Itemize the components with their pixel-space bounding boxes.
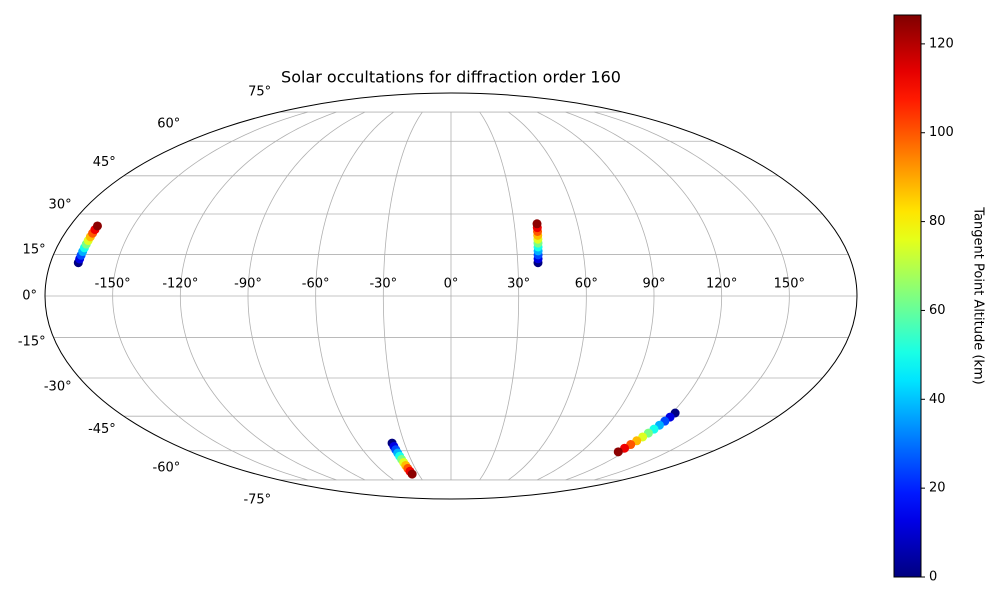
y-tick-label: 60° — [157, 117, 180, 132]
y-tick-label: -30° — [44, 380, 72, 395]
colorbar-tick-label: 0 — [929, 570, 937, 585]
y-tick-label: -15° — [18, 335, 46, 350]
grid-line — [382, 111, 423, 481]
grid-line — [508, 111, 587, 481]
map-boundary — [44, 92, 858, 500]
y-tick-label: 75° — [248, 84, 271, 99]
colorbar-tick-label: 120 — [929, 36, 954, 51]
y-tick-label: -60° — [153, 460, 181, 475]
grid-line — [179, 111, 337, 481]
y-tick-label: -45° — [88, 422, 116, 437]
colorbar-tick-label: 100 — [929, 125, 954, 140]
grid-line — [315, 111, 394, 481]
colorbar-tick-label: 20 — [929, 481, 946, 496]
x-tick-label: -60° — [302, 277, 330, 292]
x-tick-label: 30° — [507, 277, 530, 292]
y-tick-label: -75° — [243, 493, 271, 508]
colorbar-tick-label: 60 — [929, 303, 946, 318]
y-tick-label: 15° — [23, 242, 46, 257]
chart-title: Solar occultations for diffraction order… — [281, 68, 621, 87]
colorbar-tick-label: 80 — [929, 214, 946, 229]
colorbar-tick-label: 40 — [929, 392, 946, 407]
x-tick-label: 60° — [575, 277, 598, 292]
x-tick-label: -30° — [369, 277, 397, 292]
y-tick-label: 45° — [93, 155, 116, 170]
grid-line — [112, 111, 308, 481]
scatter-point — [92, 221, 102, 231]
x-tick-label: 150° — [774, 277, 805, 292]
x-tick-label: 90° — [642, 277, 665, 292]
y-tick-label: 0° — [22, 289, 37, 304]
scatter-point — [407, 469, 417, 479]
grid-line — [247, 111, 366, 481]
grid-line — [594, 111, 790, 481]
colorbar-label: Tangent Point Altitude (km) — [971, 206, 986, 384]
y-tick-label: 30° — [49, 197, 72, 212]
x-tick-label: -90° — [234, 277, 262, 292]
x-tick-label: 0° — [444, 277, 459, 292]
scatter-point — [613, 447, 623, 457]
x-tick-label: -150° — [95, 277, 131, 292]
colorbar — [893, 14, 922, 578]
scatter-point — [532, 219, 542, 229]
grid-line — [479, 111, 520, 481]
grid-line — [536, 111, 655, 481]
x-tick-label: -120° — [162, 277, 198, 292]
x-tick-label: 120° — [706, 277, 737, 292]
